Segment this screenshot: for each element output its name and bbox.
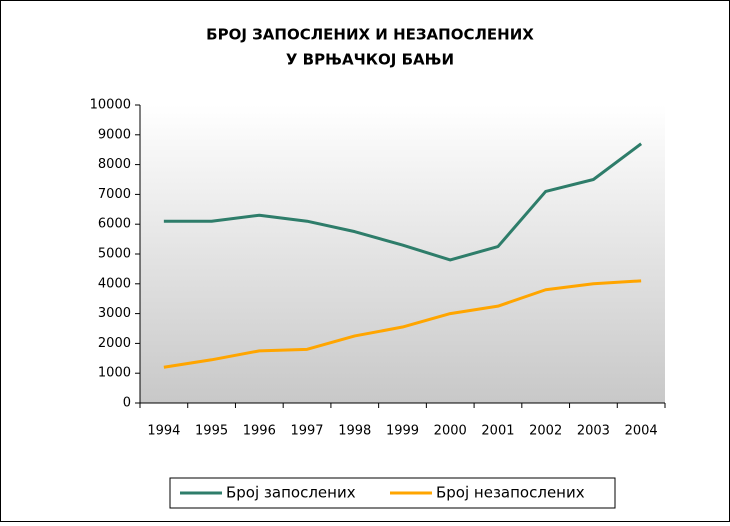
x-tick-label: 1994: [147, 424, 180, 439]
y-tick-label: 5000: [98, 247, 131, 262]
y-tick-label: 2000: [98, 336, 131, 351]
x-tick-label: 1997: [290, 424, 323, 439]
x-tick-label: 2000: [434, 424, 467, 439]
series-line: [163, 279, 642, 369]
plot-area: [140, 105, 665, 403]
x-tick-label: 2004: [625, 424, 658, 439]
y-tick-label: 7000: [98, 187, 131, 202]
legend-label: Број запослених: [226, 484, 356, 502]
y-tick-label: 1000: [98, 366, 131, 381]
y-tick-label: 3000: [98, 306, 131, 321]
x-tick-label: 2001: [481, 424, 514, 439]
chart-title: БРОЈ ЗАПОСЛЕНИХ И НЕЗАПОСЛЕНИХ: [206, 26, 534, 44]
chart-title: У ВРЊАЧКОЈ БАЊИ: [286, 51, 454, 69]
y-tick-label: 0: [123, 396, 131, 411]
legend-label: Број незапослених: [436, 484, 585, 502]
x-tick-label: 1998: [338, 424, 371, 439]
series-line: [163, 142, 643, 262]
y-tick-label: 8000: [98, 157, 131, 172]
x-tick-label: 2002: [529, 424, 562, 439]
y-tick-label: 4000: [98, 276, 131, 291]
y-tick-label: 10000: [90, 98, 131, 113]
x-tick-label: 1996: [243, 424, 276, 439]
x-tick-label: 1995: [195, 424, 228, 439]
y-tick-label: 6000: [98, 217, 131, 232]
x-tick-label: 2003: [577, 424, 610, 439]
x-tick-label: 1999: [386, 424, 419, 439]
y-tick-label: 9000: [98, 127, 131, 142]
